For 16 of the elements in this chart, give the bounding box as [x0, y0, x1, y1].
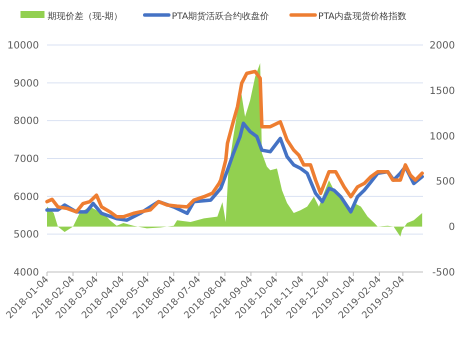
y2-tick-label: -500 [432, 268, 455, 278]
y2-tick-label: 0 [448, 222, 455, 234]
y-tick-label: 10000 [7, 40, 39, 52]
legend-label: 期现价差（现-期） [48, 11, 123, 22]
y-tick-label: 5000 [14, 230, 39, 241]
y2-tick-label: 1000 [430, 131, 455, 142]
legend-label: PTA期货活跃合约收盘价 [172, 11, 270, 22]
y-tick-label: 7000 [14, 154, 39, 165]
y-tick-label: 9000 [14, 78, 39, 90]
y-tick-label: 6000 [14, 192, 39, 203]
legend-label: PTA内盘现货价格指数 [318, 11, 407, 22]
y-tick-label: 4000 [14, 268, 39, 278]
y-tick-label: 8000 [14, 116, 39, 128]
y2-tick-label: 1500 [430, 86, 455, 97]
y2-tick-label: 2000 [430, 40, 455, 52]
y2-tick-label: 500 [436, 176, 455, 188]
